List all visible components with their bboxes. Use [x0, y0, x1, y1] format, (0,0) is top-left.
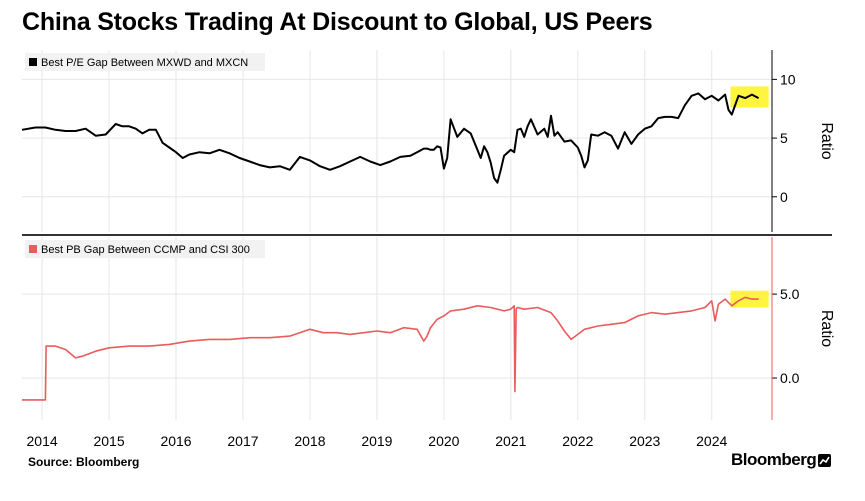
- x-tick-label-2017: 2017: [227, 433, 258, 449]
- legend-swatch: [29, 58, 37, 66]
- y-tick-label-10: 10: [780, 71, 796, 87]
- legend-background: [25, 240, 265, 258]
- x-tick-label-2016: 2016: [160, 433, 191, 449]
- y-axis-title: Ratio: [818, 122, 835, 159]
- x-tick-label-2021: 2021: [495, 433, 526, 449]
- source-note: Source: Bloomberg: [28, 455, 140, 469]
- legend: Best P/E Gap Between MXWD and MXCN: [25, 53, 265, 71]
- series-line-2: [22, 296, 759, 401]
- brand-wordmark: Bloomberg: [731, 450, 817, 469]
- y-tick-label-0: 0: [780, 189, 788, 205]
- y-tick-label-0.0: 0.0: [780, 370, 800, 386]
- legend-swatch: [29, 245, 37, 253]
- x-tick-label-2014: 2014: [27, 433, 58, 449]
- series-line-1: [21, 92, 760, 184]
- x-tick-label-2020: 2020: [428, 433, 459, 449]
- legend: Best PB Gap Between CCMP and CSI 300: [25, 240, 265, 258]
- x-tick-label-2024: 2024: [696, 433, 727, 449]
- x-tick-label-2023: 2023: [629, 433, 660, 449]
- legend-label: Best PB Gap Between CCMP and CSI 300: [41, 244, 250, 256]
- x-tick-label-2018: 2018: [294, 433, 325, 449]
- highlight-box: [730, 86, 769, 108]
- x-tick-label-2022: 2022: [562, 433, 593, 449]
- legend-background: [25, 53, 265, 71]
- panel-1: 0 5 10 Ratio Best P/E Gap Between MXWD and M…: [21, 50, 835, 232]
- x-tick-label-2019: 2019: [361, 433, 392, 449]
- y-tick-label-5.0: 5.0: [780, 286, 800, 302]
- y-axis-title: Ratio: [818, 310, 835, 347]
- chart-title: China Stocks Trading At Discount to Glob…: [22, 8, 653, 36]
- x-tick-label-2015: 2015: [93, 433, 124, 449]
- legend-label: Best P/E Gap Between MXWD and MXCN: [41, 57, 248, 69]
- panel-2: 0.0 5.0 Ratio Best PB Gap Between CCMP and …: [22, 237, 835, 420]
- y-tick-label-5: 5: [780, 130, 788, 146]
- bloomberg-chart-icon: [818, 454, 831, 467]
